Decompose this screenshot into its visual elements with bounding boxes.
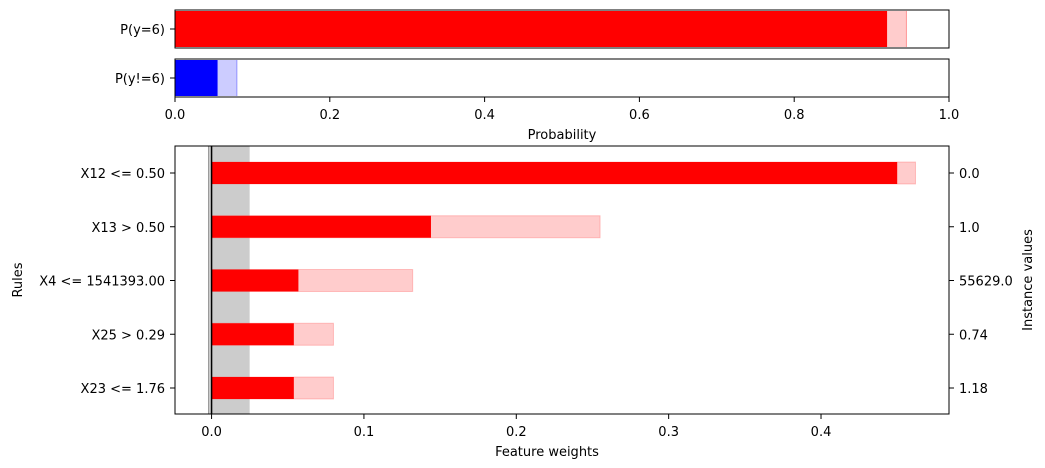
instance-value-label: 1.0	[959, 221, 980, 236]
rule-label: X23 <= 1.76	[81, 382, 165, 397]
prob-xtick-label: 0.6	[629, 108, 650, 123]
prob-panel-negative-frame	[174, 58, 950, 98]
prob-xtick-label: 0.0	[165, 108, 186, 123]
prob-xtick-label: 0.2	[319, 108, 340, 123]
prob-xtick-label: 1.0	[939, 108, 960, 123]
rule-label: X13 > 0.50	[91, 221, 165, 236]
prob-panel-positive: P(y=6)	[120, 9, 950, 49]
weight-xtick-label: 0.4	[811, 425, 832, 440]
prob-xtick-label: 0.8	[784, 108, 805, 123]
instance-value-label: 0.74	[959, 328, 988, 343]
rules-axis-label: Rules	[11, 262, 26, 297]
instance-values-axis-label: Instance values	[1021, 229, 1036, 331]
prob-label-negative: P(y!=6)	[115, 72, 165, 87]
prob-bar	[175, 60, 218, 96]
prob-axis-label: Probability	[528, 128, 597, 143]
weights-axis-label: Feature weights	[495, 445, 599, 460]
instance-value-label: 55629.0	[959, 275, 1013, 290]
weight-xtick-label: 0.0	[201, 425, 222, 440]
rule-label: X4 <= 1541393.00	[39, 275, 165, 290]
weight-xtick-label: 0.1	[354, 425, 375, 440]
prob-label-positive: P(y=6)	[120, 23, 165, 38]
rule-label: X12 <= 0.50	[81, 167, 165, 182]
weight-bar	[211, 215, 431, 238]
weight-bar	[211, 323, 294, 346]
weight-xtick-label: 0.2	[506, 425, 527, 440]
prob-panel-negative: P(y!=6) 0.0 0.2 0.4 0.6 0.8 1.0 Probability	[115, 58, 960, 143]
weight-xtick-label: 0.3	[658, 425, 679, 440]
weight-bar	[211, 377, 294, 399]
instance-value-label: 1.18	[959, 382, 988, 397]
prob-bar	[175, 11, 888, 47]
weights-panel: X12 <= 0.50 0.0 X13 > 0.50 1.0 X4 <= 1541393…	[11, 145, 1036, 460]
weight-bar	[211, 269, 299, 292]
weight-bar	[211, 162, 898, 184]
prob-xtick-label: 0.4	[474, 108, 495, 123]
rule-label: X25 > 0.29	[91, 328, 165, 343]
instance-value-label: 0.0	[959, 167, 980, 182]
